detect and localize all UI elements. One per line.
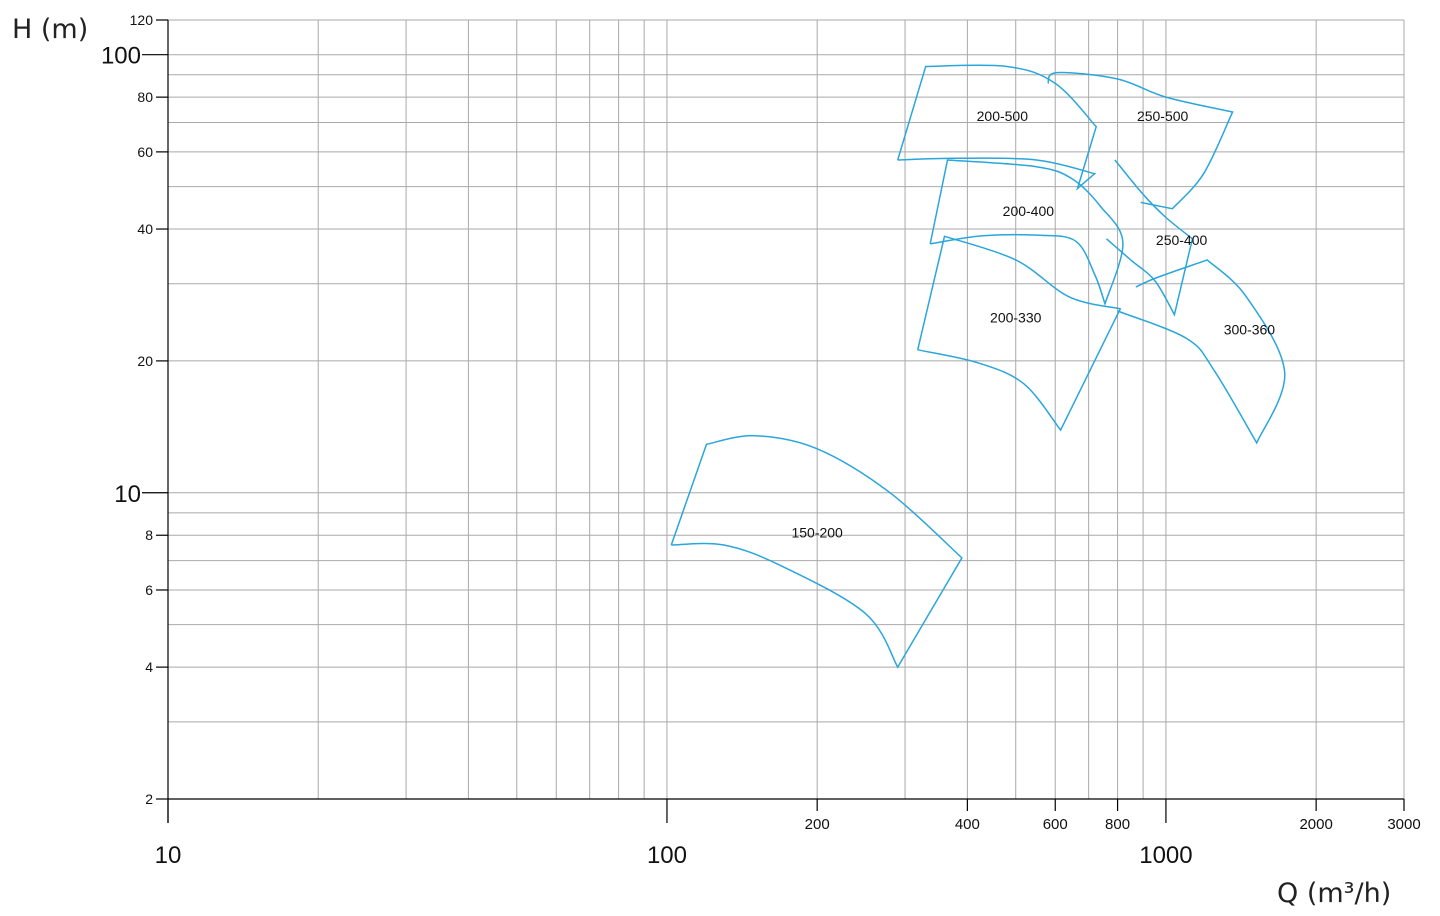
pump-region-300-360 (1117, 259, 1286, 445)
x-tick-label: 200 (805, 816, 830, 833)
pump-region-200-500 (896, 64, 1098, 191)
x-tick-label: 3000 (1387, 816, 1420, 833)
x-tick-label: 800 (1105, 816, 1130, 833)
pump-region-150-200 (670, 434, 963, 669)
grid (168, 19, 1405, 799)
y-tick-label: 2 (145, 791, 153, 807)
y-tick-label: 120 (130, 12, 154, 28)
y-tick-label: 100 (101, 43, 141, 70)
pump-regions (670, 64, 1286, 669)
pump-region-label: 150-200 (791, 525, 843, 541)
y-tick-label: 10 (114, 481, 141, 508)
pump-region-label: 200-400 (1003, 203, 1055, 219)
pump-region-250-400 (1106, 159, 1194, 317)
pump-region-label: 300-360 (1224, 321, 1276, 337)
y-tick-label: 60 (137, 144, 153, 160)
x-tick-label: 600 (1043, 816, 1068, 833)
x-tick-label: 2000 (1299, 816, 1332, 833)
y-tick-label: 6 (145, 582, 153, 598)
x-tick-label: 1000 (1139, 842, 1192, 869)
y-tick-label: 8 (145, 527, 153, 543)
y-tick-label: 4 (145, 659, 153, 675)
x-tick-label: 10 (155, 842, 182, 869)
y-tick-label: 20 (137, 353, 153, 369)
pump-region-label: 250-500 (1137, 108, 1189, 124)
pump-region-labels: 150-200 200-330 200-400 200-500 250-400 250-5… (791, 108, 1275, 540)
pump-region-200-400 (929, 159, 1124, 307)
pump-region-label: 200-330 (990, 309, 1042, 325)
y-axis-title: H (m) (12, 14, 88, 45)
pump-region-label: 200-500 (977, 108, 1029, 124)
pump-region-label: 250-400 (1156, 232, 1208, 248)
x-tick-label: 100 (647, 842, 687, 869)
x-axis-title: Q (m³/h) (1277, 878, 1391, 909)
y-tick-label: 40 (137, 221, 153, 237)
pump-region-250-500 (1047, 71, 1234, 210)
axes: 2 4 6 8 10 20 40 60 80 100 120 10 100 200 400 600 800 100… (101, 12, 1421, 869)
pump-region-200-330 (916, 235, 1122, 432)
y-tick-label: 80 (137, 89, 153, 105)
x-tick-label: 400 (955, 816, 980, 833)
